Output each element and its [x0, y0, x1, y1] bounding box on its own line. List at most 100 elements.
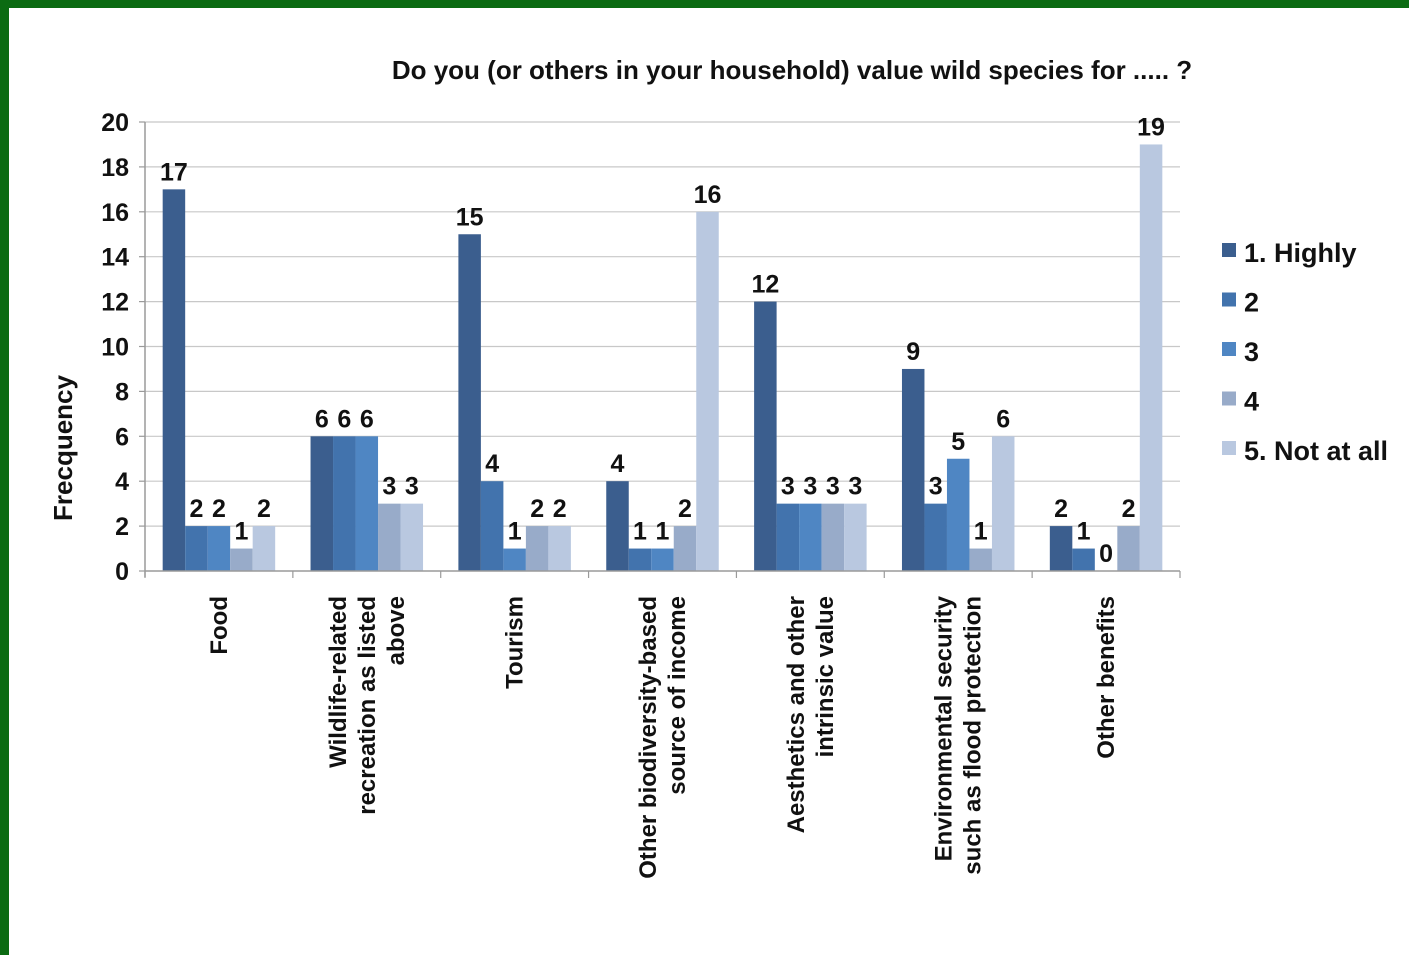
bar — [503, 548, 526, 571]
bar — [207, 526, 231, 571]
category-label: Other biodiversity-basedsource of income — [635, 596, 691, 879]
data-label: 5 — [951, 428, 965, 456]
bar — [548, 526, 571, 571]
bar — [776, 503, 800, 571]
legend: 1. Highly 2 3 4 5. Not at all — [1222, 238, 1388, 466]
category-label: Tourism — [502, 596, 529, 689]
bar — [162, 189, 186, 571]
bar — [230, 548, 253, 571]
data-label: 3 — [781, 473, 795, 501]
data-label: 1 — [234, 518, 248, 546]
bar — [378, 503, 401, 571]
bar — [1117, 526, 1140, 571]
legend-label: 4 — [1244, 387, 1259, 417]
bar — [799, 503, 822, 571]
bar — [355, 436, 379, 571]
bar — [901, 368, 925, 571]
bar — [991, 436, 1015, 571]
category-label: Other benefits — [1093, 596, 1120, 759]
bar — [333, 436, 356, 571]
data-label: 4 — [485, 450, 499, 478]
bar — [924, 503, 947, 571]
data-label: 4 — [611, 450, 625, 478]
bar — [480, 481, 504, 571]
data-label: 6 — [315, 405, 329, 433]
legend-swatch — [1222, 391, 1236, 406]
legend-swatch — [1222, 243, 1236, 257]
bar — [458, 234, 481, 571]
axes — [144, 122, 1181, 578]
y-tick-label: 0 — [115, 558, 129, 586]
category-label: Aesthetics and otherintrinsic value — [783, 596, 839, 833]
category-label: Wildlife-relatedrecreation as listedabov… — [325, 596, 410, 815]
legend-label: 2 — [1244, 288, 1259, 318]
data-label: 6 — [996, 405, 1010, 433]
bar — [310, 436, 334, 571]
chart-frame: Do you (or others in your household) val… — [9, 8, 1409, 955]
bar — [821, 503, 845, 571]
data-label: 3 — [848, 473, 862, 501]
bar — [696, 211, 719, 572]
category-label: Food — [206, 596, 233, 655]
data-label: 1 — [1077, 518, 1091, 546]
y-tick-label: 16 — [101, 199, 129, 227]
y-tick-label: 10 — [101, 334, 129, 362]
bar — [252, 526, 276, 571]
y-tick-label: 12 — [101, 289, 129, 317]
bar — [606, 481, 629, 571]
data-label: 3 — [826, 473, 840, 501]
data-label: 1 — [974, 518, 988, 546]
data-label: 2 — [212, 495, 226, 523]
y-tick-label: 2 — [115, 513, 129, 541]
data-label: 2 — [530, 495, 544, 523]
bar — [844, 503, 867, 571]
bar — [969, 548, 992, 571]
data-label: 6 — [337, 405, 351, 433]
data-label: 17 — [160, 158, 188, 186]
data-label: 0 — [1099, 540, 1113, 568]
legend-swatch — [1222, 292, 1236, 307]
data-label: 15 — [456, 203, 484, 231]
bar — [1072, 548, 1095, 571]
data-label: 6 — [360, 405, 374, 433]
data-label: 16 — [694, 181, 722, 209]
data-label: 3 — [405, 473, 419, 501]
bar — [1139, 144, 1163, 571]
legend-label: 5. Not at all — [1244, 436, 1388, 466]
legend-label: 1. Highly — [1244, 238, 1357, 268]
bar — [673, 526, 697, 571]
y-tick-label: 20 — [101, 109, 129, 137]
data-label: 3 — [382, 473, 396, 501]
data-label: 2 — [1122, 495, 1136, 523]
y-tick-label: 4 — [115, 468, 129, 496]
data-label: 3 — [929, 473, 943, 501]
data-label: 3 — [803, 473, 817, 501]
y-tick-label: 18 — [101, 154, 129, 182]
legend-swatch — [1222, 342, 1236, 356]
bar — [946, 458, 970, 571]
bar — [651, 548, 674, 571]
bar — [185, 526, 208, 571]
gridlines — [139, 121, 1180, 572]
y-tick-label: 14 — [101, 244, 129, 272]
legend-label: 3 — [1244, 337, 1259, 367]
chart-title: Do you (or others in your household) val… — [392, 55, 1192, 85]
y-axis-label: Frecquency — [48, 374, 78, 520]
bar — [754, 301, 777, 571]
bar — [628, 548, 652, 571]
data-label: 12 — [751, 271, 779, 299]
bars — [162, 144, 1163, 572]
y-tick-labels: 0 2 4 6 8 10 12 14 16 18 20 — [101, 109, 129, 586]
data-label: 1 — [656, 518, 670, 546]
category-labels: Food Wildlife-relatedrecreation as listed… — [206, 595, 1120, 878]
bar — [400, 503, 424, 571]
legend-swatch — [1222, 441, 1236, 455]
data-label: 2 — [553, 495, 567, 523]
data-label: 2 — [678, 495, 692, 523]
category-label: Environmental securitysuch as flood prot… — [931, 595, 987, 874]
data-label: 9 — [906, 338, 920, 366]
data-label: 2 — [1054, 495, 1068, 523]
bar — [1049, 526, 1073, 571]
data-label: 2 — [189, 495, 203, 523]
